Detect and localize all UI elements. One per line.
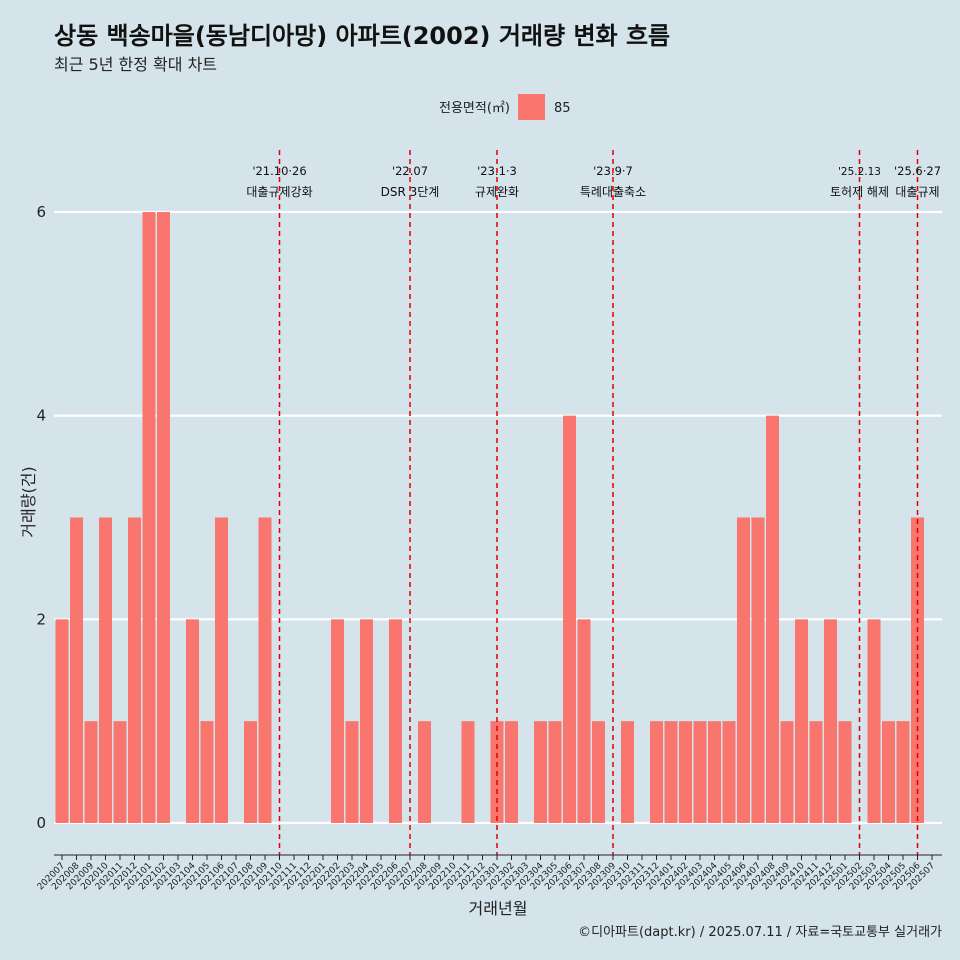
caption: ©디아파트(dapt.kr) / 2025.07.11 / 자료=국토교통부 실… bbox=[578, 925, 942, 940]
bar bbox=[708, 721, 721, 823]
bar bbox=[70, 517, 83, 823]
bar bbox=[360, 619, 373, 823]
y-tick-label: 4 bbox=[36, 407, 46, 425]
bar bbox=[84, 721, 98, 823]
y-tick-label: 2 bbox=[36, 610, 46, 628]
event-name-label: 규제완화 bbox=[475, 185, 519, 199]
bars bbox=[55, 212, 924, 823]
bar bbox=[142, 212, 156, 823]
event-date-label: '23.9·7 bbox=[593, 164, 633, 178]
bar bbox=[693, 721, 707, 823]
bar bbox=[215, 517, 228, 823]
event-date-label: '25.2.13 bbox=[838, 166, 881, 178]
legend-title: 전용면적(㎡) bbox=[439, 101, 510, 116]
bar bbox=[737, 517, 750, 823]
bar bbox=[824, 619, 837, 823]
bar bbox=[461, 721, 475, 823]
bar bbox=[55, 619, 69, 823]
chart-subtitle: 최근 5년 한정 확대 차트 bbox=[54, 55, 217, 74]
event-name-label: DSR 3단계 bbox=[381, 185, 440, 199]
event-date-label: '21.10·26 bbox=[252, 164, 306, 178]
event-markers: '21.10·26 대출규제강화 '22.07 DSR 3단계 '23.1·3 규제완화 '… bbox=[246, 150, 941, 855]
event-name-label: 대출규제강화 bbox=[246, 185, 312, 199]
bar bbox=[418, 721, 431, 823]
bar bbox=[882, 721, 895, 823]
bar bbox=[621, 721, 634, 823]
bar bbox=[99, 517, 112, 823]
event-name-label: 대출규제 bbox=[895, 185, 939, 199]
bar bbox=[157, 212, 170, 823]
event-date-label: '23.1·3 bbox=[477, 164, 517, 178]
bar bbox=[896, 721, 910, 823]
bar bbox=[766, 415, 779, 823]
bar bbox=[563, 415, 576, 823]
bar bbox=[722, 721, 736, 823]
bar bbox=[592, 721, 605, 823]
bar bbox=[345, 721, 359, 823]
event-date-label: '22.07 bbox=[392, 164, 428, 178]
bar bbox=[128, 517, 141, 823]
legend: 전용면적(㎡) 85 bbox=[439, 94, 571, 120]
bar bbox=[664, 721, 678, 823]
bar bbox=[534, 721, 547, 823]
event-name-label: 특례대출축소 bbox=[580, 185, 646, 199]
bar bbox=[809, 721, 823, 823]
bar bbox=[867, 619, 881, 823]
bar bbox=[650, 721, 663, 823]
bar bbox=[795, 619, 808, 823]
bar bbox=[577, 619, 591, 823]
bar bbox=[331, 619, 344, 823]
bar bbox=[244, 721, 257, 823]
bar bbox=[200, 721, 214, 823]
bar bbox=[258, 517, 272, 823]
bar bbox=[751, 517, 765, 823]
bar bbox=[911, 517, 924, 823]
y-axis-title: 거래량(건) bbox=[19, 466, 38, 537]
legend-swatch bbox=[518, 94, 545, 120]
bar bbox=[505, 721, 518, 823]
legend-entry-label: 85 bbox=[554, 101, 571, 116]
bar bbox=[679, 721, 692, 823]
y-tick-label: 6 bbox=[36, 203, 46, 221]
x-axis-title: 거래년월 bbox=[469, 899, 528, 918]
bar bbox=[838, 721, 852, 823]
bar bbox=[186, 619, 199, 823]
bar bbox=[780, 721, 794, 823]
event-name-label: 토허제 해제 bbox=[830, 185, 889, 199]
chart-title: 상동 백송마을(동남디아망) 아파트(2002) 거래량 변화 흐름 bbox=[54, 22, 670, 50]
bar bbox=[548, 721, 562, 823]
y-axis-ticks: 0 2 4 6 bbox=[36, 203, 46, 832]
y-tick-label: 0 bbox=[36, 814, 46, 832]
bar bbox=[113, 721, 127, 823]
x-axis: 2020072020082020092020102020112020122021… bbox=[36, 854, 942, 892]
bar bbox=[389, 619, 402, 823]
event-date-label: '25.6·27 bbox=[894, 164, 941, 178]
